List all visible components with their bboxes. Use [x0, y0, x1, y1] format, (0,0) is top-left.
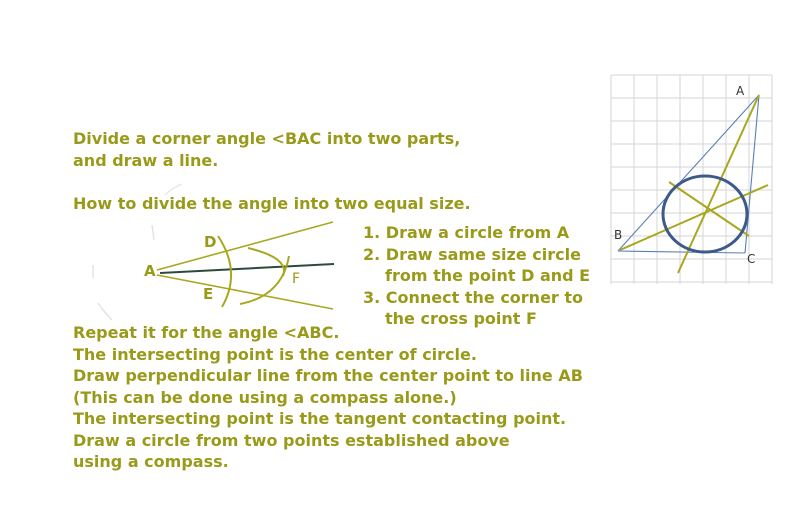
how-to-heading: How to divide the angle into two equal s… — [73, 193, 471, 215]
inscribed-circle — [661, 174, 749, 254]
ray-lower — [156, 274, 334, 310]
ray-upper — [156, 221, 334, 271]
intro-line-2: and draw a line. — [73, 150, 219, 170]
label-e: E — [203, 285, 213, 303]
instruction-line-2: The intersecting point is the center of … — [73, 344, 477, 364]
instruction-line-3: Draw perpendicular line from the center … — [73, 366, 583, 385]
label-f: F — [292, 271, 300, 287]
label-triangle-a: A — [736, 84, 745, 98]
arc-from-a — [217, 235, 233, 308]
instructions-text: Repeat it for the angle <ABC. The inters… — [73, 322, 583, 473]
step-3: 3. Connect the corner to — [363, 287, 584, 307]
arc-from-e — [239, 255, 290, 305]
step-1: 1. Draw a circle from A — [363, 223, 570, 242]
instruction-line-7: using a compass. — [73, 452, 229, 471]
label-a: A — [144, 262, 156, 280]
instruction-line-6: Draw a circle from two points establishe… — [73, 430, 510, 450]
grid — [610, 74, 773, 284]
intro-line-1: Divide a corner angle <BAC into two part… — [73, 129, 461, 148]
step-2-continued: from the point D and E — [385, 266, 591, 285]
label-triangle-b: B — [614, 228, 622, 242]
how-to-line: How to divide the angle into two equal s… — [73, 194, 471, 213]
intro-text: Divide a corner angle <BAC into two part… — [73, 128, 460, 171]
instruction-line-1: Repeat it for the angle <ABC. — [73, 323, 340, 342]
step-2: 2. Draw same size circle — [363, 244, 581, 264]
faint-arc-upper — [164, 183, 183, 196]
bisector-line — [159, 263, 335, 274]
faint-arc-lower — [97, 302, 113, 321]
steps-list: 1. Draw a circle from A 2. Draw same siz… — [363, 222, 590, 330]
label-triangle-c: C — [747, 252, 755, 266]
faint-arc-top — [151, 224, 155, 241]
label-d: D — [204, 233, 216, 251]
triangle-abc — [617, 94, 760, 254]
step-3-continued: the cross point F — [385, 309, 537, 328]
instruction-line-5: The intersecting point is the tangent co… — [73, 409, 567, 428]
instruction-line-4: (This can be done using a compass alone.… — [73, 387, 457, 407]
